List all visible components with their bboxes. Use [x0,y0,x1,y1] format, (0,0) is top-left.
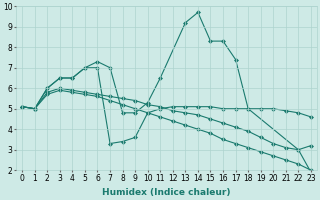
X-axis label: Humidex (Indice chaleur): Humidex (Indice chaleur) [102,188,231,197]
